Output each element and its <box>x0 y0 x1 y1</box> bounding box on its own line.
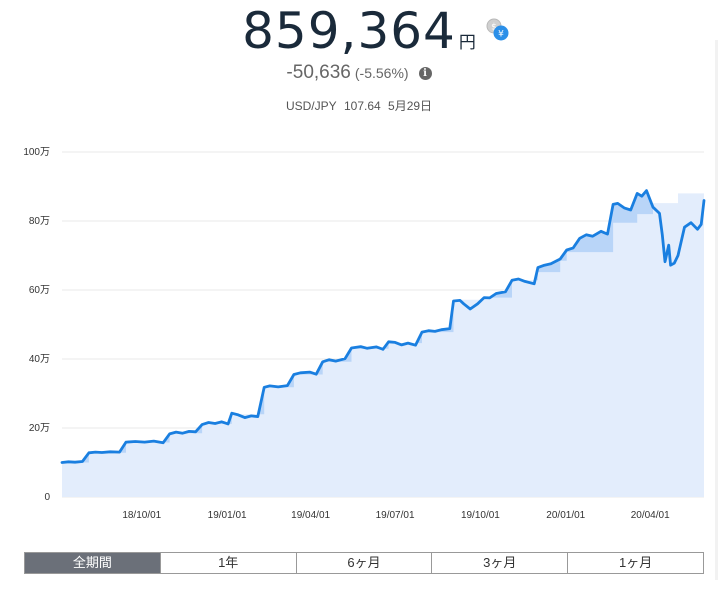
chart-areas <box>62 183 704 497</box>
change-percent: (-5.56%) <box>354 65 409 81</box>
tab-all[interactable]: 全期間 <box>25 553 160 573</box>
asset-line <box>60 189 706 464</box>
tab-3-months[interactable]: 3ヶ月 <box>431 553 568 573</box>
total-value: 859,364 <box>242 2 456 60</box>
svg-text:$: $ <box>491 23 497 33</box>
change-amount: -50,636 <box>286 62 351 83</box>
tab-6-months[interactable]: 6ヶ月 <box>295 553 432 573</box>
x-tick-label: 18/10/01 <box>122 510 161 521</box>
exchange-rate-row: USD/JPY 107.64 5月29日 <box>0 97 718 114</box>
x-tick-label: 20/04/01 <box>631 510 670 521</box>
y-tick-label: 80万 <box>29 216 50 227</box>
period-tabs: 全期間 1年 6ヶ月 3ヶ月 1ヶ月 <box>24 552 704 574</box>
y-tick-label: 0 <box>44 492 50 503</box>
y-tick-label: 40万 <box>29 354 50 365</box>
tab-1-year[interactable]: 1年 <box>159 553 296 573</box>
asset-chart: 0 20万 40万 60万 80万 100万 18/10/01 19/01/01 19/04/… <box>23 147 706 521</box>
x-axis-labels: 18/10/01 19/01/01 19/04/01 19/07/01 19/10/01… <box>122 510 670 521</box>
svg-text:¥: ¥ <box>498 30 504 40</box>
currency-switch-icon[interactable]: $ ¥ <box>486 18 510 42</box>
y-tick-label: 100万 <box>23 147 50 158</box>
total-value-row: 859,364 円 $ ¥ <box>0 2 718 60</box>
tab-1-month[interactable]: 1ヶ月 <box>567 553 703 573</box>
y-tick-label: 60万 <box>29 285 50 296</box>
portfolio-header: 859,364 円 $ ¥ -50,636 (-5.56%) i USD/JPY 10… <box>0 0 718 125</box>
rate-value: 107.64 <box>343 99 381 113</box>
chart-line-layer <box>60 189 706 464</box>
x-tick-label: 20/01/01 <box>546 510 585 521</box>
currency-unit: 円 <box>458 33 476 52</box>
investment-area <box>62 183 704 497</box>
y-axis-labels: 0 20万 40万 60万 80万 100万 <box>23 147 50 503</box>
x-tick-label: 19/07/01 <box>376 510 415 521</box>
info-icon[interactable]: i <box>418 67 432 80</box>
y-tick-label: 20万 <box>29 423 50 434</box>
x-tick-label: 19/10/01 <box>461 510 500 521</box>
rate-pair: USD/JPY <box>285 99 337 113</box>
change-row: -50,636 (-5.56%) i <box>0 62 718 84</box>
rate-date: 5月29日 <box>388 99 433 113</box>
scroll-edge <box>715 40 718 580</box>
x-tick-label: 19/01/01 <box>208 510 247 521</box>
x-tick-label: 19/04/01 <box>291 510 330 521</box>
